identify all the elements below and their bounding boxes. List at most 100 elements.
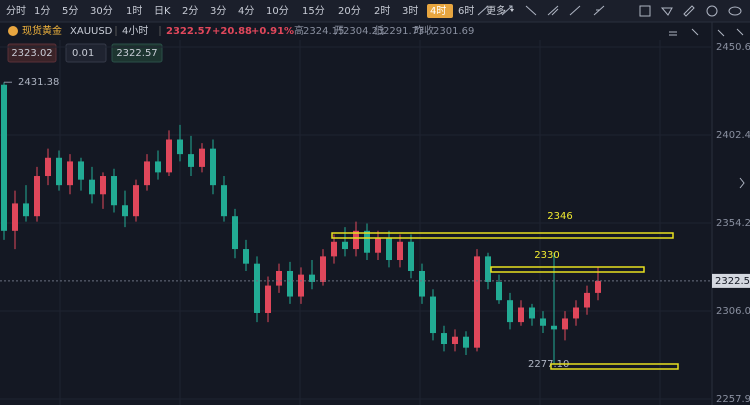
candle-body bbox=[298, 274, 304, 297]
period-tab[interactable]: 2分 bbox=[182, 5, 198, 17]
annotation-label: 2346 bbox=[547, 211, 572, 222]
period-tab[interactable]: 5分 bbox=[62, 5, 78, 17]
tool-icons bbox=[477, 5, 745, 189]
label: 高 bbox=[294, 24, 304, 37]
y-tick-label: 2354.28 bbox=[716, 218, 750, 229]
candle-body bbox=[232, 216, 238, 250]
change: +20.88 bbox=[212, 26, 252, 37]
candle-body bbox=[474, 256, 480, 348]
candle-body bbox=[496, 281, 502, 301]
candle-body bbox=[573, 307, 579, 319]
period-tab[interactable]: 15分 bbox=[302, 5, 325, 17]
candle-body bbox=[386, 238, 392, 261]
sell-price: 2323.02 bbox=[11, 48, 52, 59]
period-tab[interactable]: 20分 bbox=[338, 5, 361, 17]
candle-body bbox=[177, 139, 183, 155]
low-marker: 2277.10 bbox=[528, 359, 569, 370]
candle-body bbox=[353, 230, 359, 250]
annotation-label: 2330 bbox=[534, 250, 559, 261]
period-tab[interactable]: 6时 bbox=[458, 5, 474, 17]
candle-body bbox=[331, 241, 337, 257]
candle-body bbox=[540, 318, 546, 326]
candle-body bbox=[485, 256, 491, 282]
period-tab[interactable]: 3分 bbox=[210, 5, 226, 17]
period-tab[interactable]: 2时 bbox=[374, 5, 390, 17]
candle-body bbox=[529, 307, 535, 319]
period-tab[interactable]: 日K bbox=[154, 6, 171, 17]
icon bbox=[728, 6, 742, 16]
candle-body bbox=[287, 270, 293, 297]
candle-body bbox=[364, 230, 370, 253]
period-tab[interactable]: 分时 bbox=[6, 5, 26, 17]
candle-body bbox=[78, 161, 84, 180]
period-tab[interactable]: 10分 bbox=[266, 5, 289, 17]
period-tab[interactable]: 3时 bbox=[402, 5, 418, 17]
candle-body bbox=[100, 176, 106, 195]
candle-body bbox=[562, 318, 568, 330]
candle-body bbox=[551, 325, 557, 330]
last-price-label: 2322.57 bbox=[715, 276, 750, 287]
candle-body bbox=[309, 274, 315, 282]
y-tick-label: 2306.09 bbox=[716, 306, 750, 317]
period: 4小时 bbox=[122, 25, 148, 37]
candle-body bbox=[595, 280, 601, 293]
label: 开 bbox=[334, 26, 344, 37]
icon bbox=[501, 5, 513, 16]
icon bbox=[525, 5, 537, 16]
lot-box[interactable] bbox=[65, 43, 107, 63]
change-pct: +0.91% bbox=[251, 26, 294, 37]
candle-body bbox=[265, 285, 271, 313]
icon bbox=[660, 7, 673, 16]
icon bbox=[669, 28, 744, 37]
candle-body bbox=[155, 161, 161, 173]
candle-body bbox=[452, 336, 458, 345]
candle-body bbox=[166, 139, 172, 173]
label: 低 bbox=[374, 24, 384, 37]
candle-body bbox=[375, 238, 381, 253]
candle-body bbox=[210, 148, 216, 186]
buy-price: 2322.57 bbox=[116, 48, 157, 59]
candle-body bbox=[320, 256, 326, 282]
candle-body bbox=[45, 157, 51, 177]
stat: 2324.15 bbox=[303, 26, 344, 37]
price: 2322.57 bbox=[166, 26, 212, 37]
candle-body bbox=[1, 84, 7, 231]
buy-box[interactable] bbox=[111, 43, 163, 63]
period-tab[interactable]: 1时 bbox=[126, 5, 142, 17]
candle-body bbox=[441, 333, 447, 345]
y-tick-label: 2257.90 bbox=[716, 394, 750, 405]
symbol: XAUUSD bbox=[70, 26, 113, 37]
period-tab[interactable]: 30分 bbox=[90, 5, 113, 17]
annotation-box bbox=[331, 232, 674, 239]
candle-body bbox=[89, 179, 95, 195]
icon bbox=[706, 5, 718, 17]
lot: 0.01 bbox=[72, 48, 94, 59]
high-marker: 2431.38 bbox=[18, 77, 59, 88]
period-tab[interactable]: 1分 bbox=[34, 5, 50, 17]
candle-body bbox=[122, 205, 128, 217]
candle-body bbox=[111, 176, 117, 206]
period-tab[interactable]: 4分 bbox=[238, 5, 254, 17]
y-tick-label: 2402.47 bbox=[716, 130, 750, 141]
period-tab[interactable]: 4时 bbox=[430, 5, 446, 17]
candle-body bbox=[67, 161, 73, 186]
candle-body bbox=[243, 249, 249, 264]
annotation-box bbox=[550, 363, 679, 370]
candle-body bbox=[408, 241, 414, 271]
period-tab[interactable]: 更多 bbox=[486, 4, 506, 17]
candle-body bbox=[342, 241, 348, 250]
stat: 2301.69 bbox=[433, 26, 474, 37]
label: 昨收 bbox=[414, 24, 434, 37]
candle-body bbox=[199, 148, 205, 167]
gold-icon bbox=[8, 26, 18, 36]
y-tick-label: 2450.65 bbox=[716, 42, 750, 53]
candle-body bbox=[12, 203, 18, 231]
icon bbox=[683, 5, 695, 17]
dropdown-caret bbox=[510, 9, 514, 12]
sell-box[interactable] bbox=[7, 43, 57, 63]
icon bbox=[477, 5, 489, 16]
candle-body bbox=[144, 161, 150, 186]
candle-body bbox=[221, 185, 227, 217]
active-tab bbox=[427, 4, 453, 18]
